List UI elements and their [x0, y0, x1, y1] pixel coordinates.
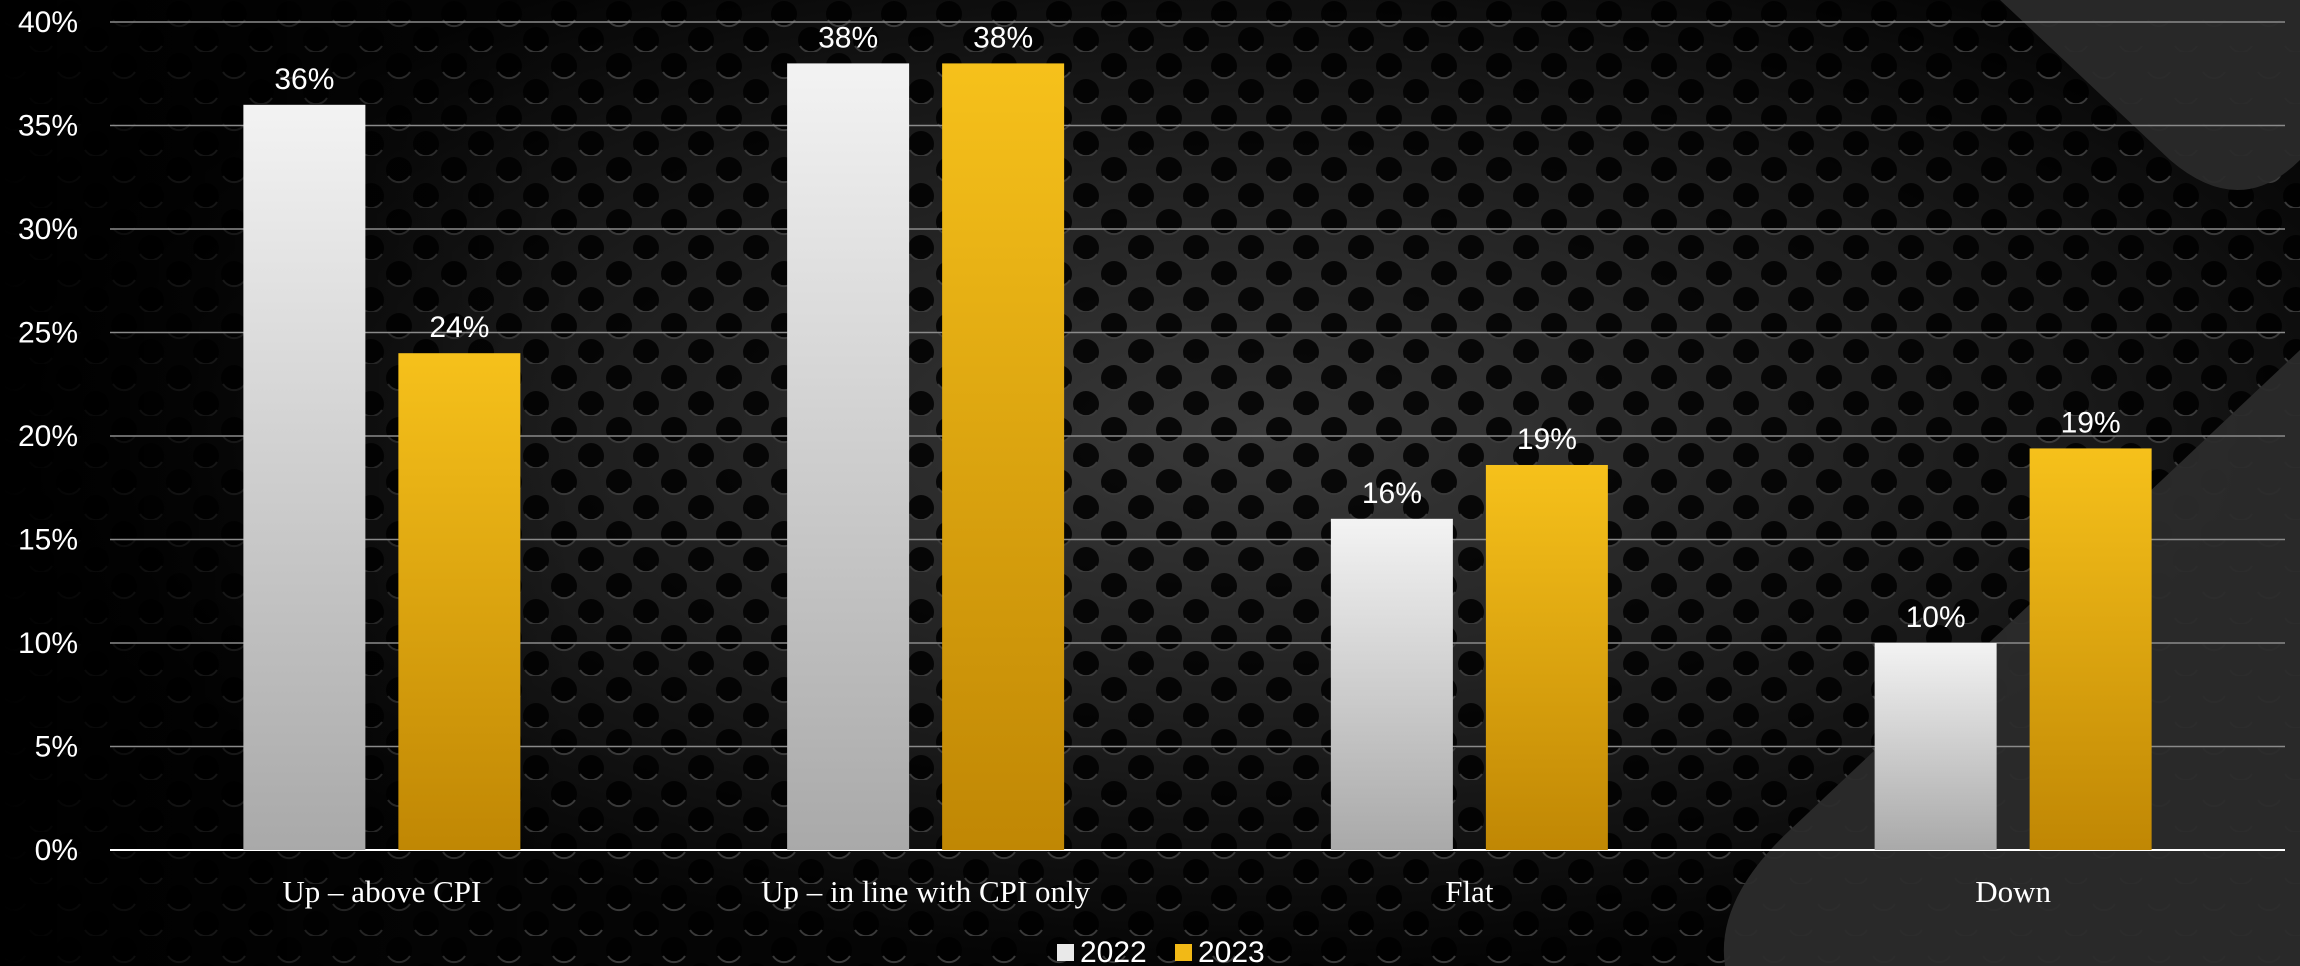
corner-panel-bottom-right — [1723, 350, 2300, 966]
bar-2023-3 — [2029, 448, 2152, 850]
bar-2022-2 — [1330, 518, 1453, 850]
data-label: 38% — [973, 21, 1033, 54]
y-tick-label: 5% — [35, 731, 78, 764]
bar-2023-2 — [1485, 464, 1608, 850]
y-tick-label: 20% — [18, 420, 78, 453]
legend-swatch-2022 — [1057, 944, 1074, 961]
y-tick-label: 0% — [35, 834, 78, 867]
y-tick-label: 40% — [18, 6, 78, 39]
category-label: Down — [1975, 874, 2051, 909]
y-tick-label: 35% — [18, 110, 78, 143]
data-label: 16% — [1362, 477, 1422, 510]
data-label: 38% — [818, 21, 878, 54]
data-label: 19% — [2061, 406, 2121, 439]
legend-swatch-2023 — [1175, 944, 1192, 961]
y-tick-label: 15% — [18, 524, 78, 557]
y-tick-label: 25% — [18, 317, 78, 350]
bar-2022-3 — [1874, 643, 1997, 850]
data-label: 36% — [274, 63, 334, 96]
bar-2023-1 — [942, 63, 1065, 850]
bars — [243, 63, 2152, 851]
category-label: Up – above CPI — [282, 874, 481, 909]
data-label: 19% — [1517, 423, 1577, 456]
bar-2023-0 — [398, 353, 521, 850]
category-label: Up – in line with CPI only — [761, 874, 1090, 909]
y-tick-label: 10% — [18, 627, 78, 660]
corner-panel-top-right — [2000, 0, 2300, 190]
legend-label: 2023 — [1198, 936, 1265, 966]
y-axis-tick-labels: 0% 5% 10% 15% 20% 25% 30% 35% 40% — [18, 6, 78, 867]
data-label: 10% — [1906, 601, 1966, 634]
bar-2022-1 — [787, 63, 910, 850]
legend-label: 2022 — [1080, 936, 1147, 966]
y-tick-label: 30% — [18, 213, 78, 246]
data-labels: 36% 24% 38% 38% 16% 19% 10% 19% — [274, 21, 2120, 634]
category-labels: Up – above CPI Up – in line with CPI only… — [282, 874, 2051, 909]
bar-2022-0 — [243, 104, 366, 851]
category-label: Flat — [1445, 874, 1494, 909]
legend: 2022 2023 — [1057, 936, 1265, 966]
data-label: 24% — [429, 311, 489, 344]
